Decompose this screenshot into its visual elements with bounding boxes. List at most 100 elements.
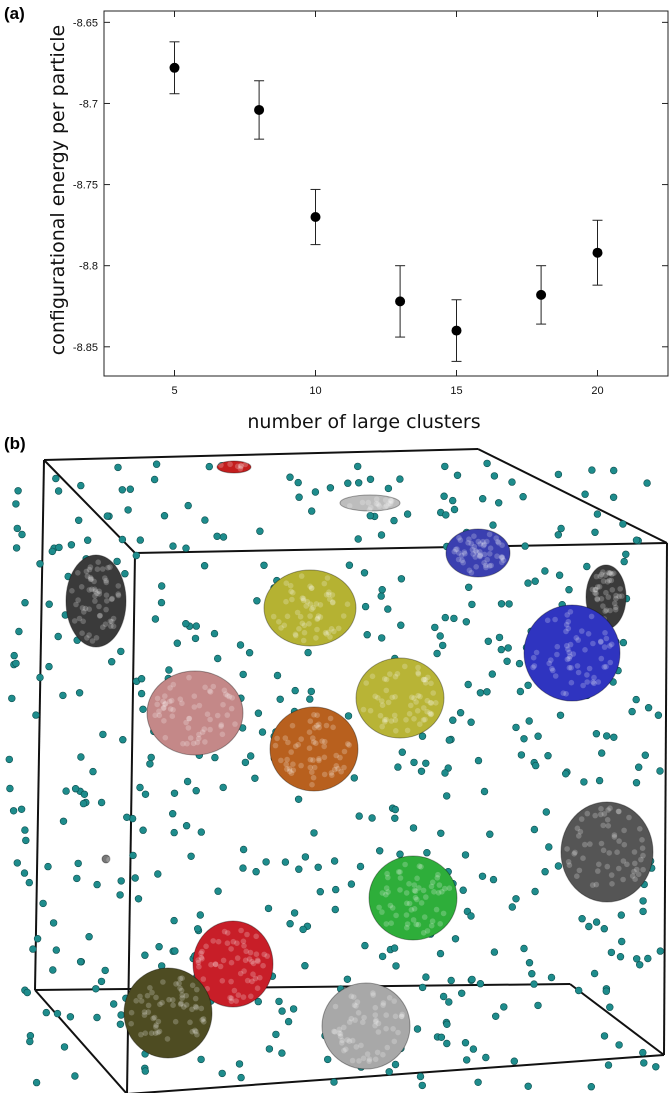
- cluster-bead: [314, 616, 321, 622]
- free-particle: [170, 916, 178, 925]
- cluster-bead: [105, 564, 111, 571]
- cluster-bead: [157, 1001, 163, 1008]
- free-particle: [495, 499, 503, 507]
- free-particle: [23, 988, 31, 997]
- cluster-bead: [313, 740, 319, 746]
- free-particle: [490, 472, 499, 480]
- free-particle: [639, 907, 647, 916]
- cluster-bead: [564, 642, 570, 649]
- cluster-bead: [192, 1003, 199, 1010]
- cluster-bead: [200, 976, 207, 982]
- cluster-green: [368, 855, 458, 941]
- cluster-bead: [313, 635, 319, 641]
- free-particle: [42, 1008, 50, 1017]
- cluster-bead: [257, 974, 263, 981]
- point-marker: [395, 296, 406, 307]
- free-particle: [304, 648, 312, 657]
- free-particle: [391, 805, 399, 814]
- cluster-bead: [154, 695, 161, 702]
- cluster-bead: [593, 881, 600, 888]
- free-particle: [431, 623, 439, 632]
- cluster-bead: [565, 618, 572, 625]
- cluster-bead: [420, 930, 427, 936]
- cluster-bead: [421, 676, 427, 683]
- cluster-bead: [91, 578, 97, 585]
- free-particle: [632, 955, 641, 963]
- cluster-bead: [189, 982, 196, 989]
- cluster-bead: [184, 740, 190, 747]
- cluster-bead: [383, 1025, 389, 1032]
- free-particle: [169, 810, 177, 818]
- cluster-bead: [351, 994, 357, 1000]
- cluster-bead: [298, 573, 305, 579]
- cluster-bead: [416, 863, 423, 869]
- cluster-bead: [598, 655, 605, 662]
- cluster-bead: [244, 977, 251, 984]
- free-particle: [497, 645, 505, 654]
- free-particle: [416, 1072, 425, 1081]
- cluster-bead: [336, 1030, 342, 1036]
- cluster-bead: [632, 876, 638, 882]
- cluster-bead: [232, 721, 238, 727]
- free-particle: [93, 1013, 101, 1022]
- cluster-bead: [329, 772, 335, 778]
- cluster-bead: [404, 727, 411, 734]
- panel-b-label: (b): [4, 434, 26, 453]
- cluster-bead: [299, 620, 306, 627]
- cluster-bead: [155, 1029, 161, 1036]
- free-particle: [33, 935, 42, 943]
- cluster-bead: [598, 596, 605, 602]
- cluster-bead: [611, 600, 618, 607]
- free-particle: [101, 966, 109, 975]
- cluster-bead: [243, 948, 249, 955]
- free-particle: [107, 658, 116, 666]
- free-particle: [141, 951, 149, 959]
- free-particle: [464, 680, 472, 689]
- free-particle: [291, 686, 299, 695]
- cluster-bead: [300, 637, 307, 644]
- cluster-bead: [544, 617, 551, 624]
- cluster-bead: [284, 756, 290, 763]
- point-marker: [451, 325, 462, 336]
- free-particle: [398, 748, 406, 756]
- cluster-bead: [375, 695, 381, 701]
- cluster-bead: [296, 626, 302, 632]
- cluster-bead: [602, 630, 608, 636]
- cluster-bead: [406, 711, 413, 717]
- free-particle: [29, 945, 37, 953]
- cluster-bead: [631, 849, 638, 855]
- cluster-bead: [607, 607, 613, 614]
- cluster-bead: [228, 946, 234, 952]
- free-particle: [500, 1003, 508, 1011]
- cluster-bead: [87, 576, 94, 583]
- cluster-bead: [301, 629, 308, 636]
- free-particle: [391, 1060, 400, 1069]
- cluster-bead: [217, 963, 224, 970]
- cluster-bead: [488, 562, 495, 569]
- cluster-bead: [366, 1056, 373, 1062]
- free-particle: [619, 638, 628, 647]
- point-marker: [592, 247, 603, 258]
- cluster-bead: [218, 723, 224, 730]
- free-particle: [422, 973, 430, 981]
- cluster-bead: [411, 882, 418, 888]
- cluster-bead: [238, 463, 244, 470]
- cluster-bead: [352, 1017, 358, 1023]
- cluster-bead: [178, 987, 185, 994]
- free-particle: [445, 736, 453, 744]
- cluster-bead: [375, 1020, 382, 1027]
- free-particle: [262, 858, 270, 866]
- free-particle: [384, 484, 393, 493]
- cluster-bead: [433, 700, 439, 706]
- cluster-bead: [331, 1028, 337, 1035]
- cluster-bead: [455, 556, 462, 563]
- free-particle: [524, 1082, 532, 1090]
- free-particle: [497, 600, 506, 608]
- cluster-bead: [281, 622, 288, 629]
- cluster-bead: [323, 592, 330, 598]
- free-particle: [299, 925, 307, 934]
- free-particle: [503, 657, 511, 666]
- free-particle: [441, 769, 449, 777]
- free-particle: [80, 790, 89, 798]
- cluster-bead: [333, 752, 340, 759]
